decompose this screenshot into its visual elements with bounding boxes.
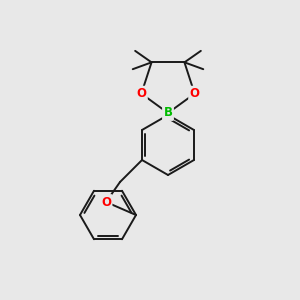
Text: O: O — [136, 87, 146, 100]
Text: O: O — [101, 196, 111, 208]
Text: B: B — [164, 106, 172, 119]
Text: O: O — [190, 87, 200, 100]
